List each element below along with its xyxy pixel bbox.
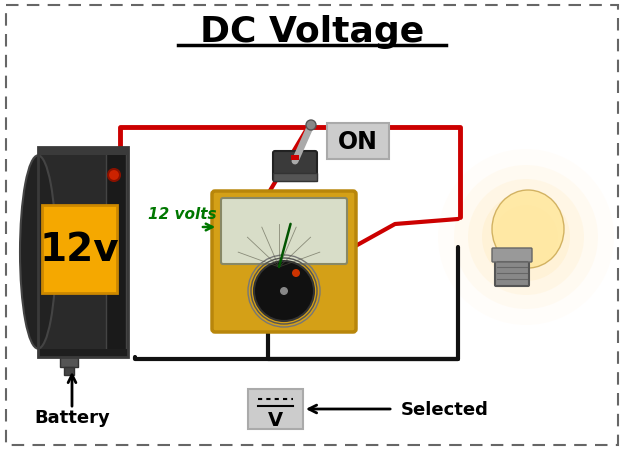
Bar xyxy=(291,156,299,161)
Bar xyxy=(273,174,317,182)
FancyBboxPatch shape xyxy=(492,249,532,262)
Ellipse shape xyxy=(492,191,564,268)
Circle shape xyxy=(292,269,300,277)
Ellipse shape xyxy=(20,156,56,349)
Bar xyxy=(38,147,128,156)
Text: ON: ON xyxy=(338,130,378,154)
FancyBboxPatch shape xyxy=(495,257,529,286)
FancyBboxPatch shape xyxy=(273,152,317,182)
Circle shape xyxy=(108,170,120,182)
FancyBboxPatch shape xyxy=(248,389,303,429)
Bar xyxy=(64,367,74,375)
Bar xyxy=(38,147,128,357)
Circle shape xyxy=(494,206,558,269)
Circle shape xyxy=(482,193,570,281)
Text: 12v: 12v xyxy=(39,230,119,268)
Circle shape xyxy=(280,287,288,295)
FancyBboxPatch shape xyxy=(6,6,618,445)
FancyBboxPatch shape xyxy=(42,206,117,293)
Circle shape xyxy=(306,121,316,131)
FancyBboxPatch shape xyxy=(327,124,389,160)
Text: 12 volts: 12 volts xyxy=(148,207,217,222)
Bar xyxy=(106,152,126,352)
Circle shape xyxy=(254,262,314,321)
Bar xyxy=(38,349,128,357)
Circle shape xyxy=(468,179,584,295)
Text: DC Voltage: DC Voltage xyxy=(200,15,424,49)
FancyBboxPatch shape xyxy=(212,192,356,332)
Text: Selected: Selected xyxy=(401,400,489,418)
FancyBboxPatch shape xyxy=(221,198,347,264)
Bar xyxy=(38,147,128,357)
Circle shape xyxy=(454,166,598,309)
Text: V: V xyxy=(268,410,283,429)
Bar xyxy=(60,357,78,367)
Text: Battery: Battery xyxy=(34,408,110,426)
